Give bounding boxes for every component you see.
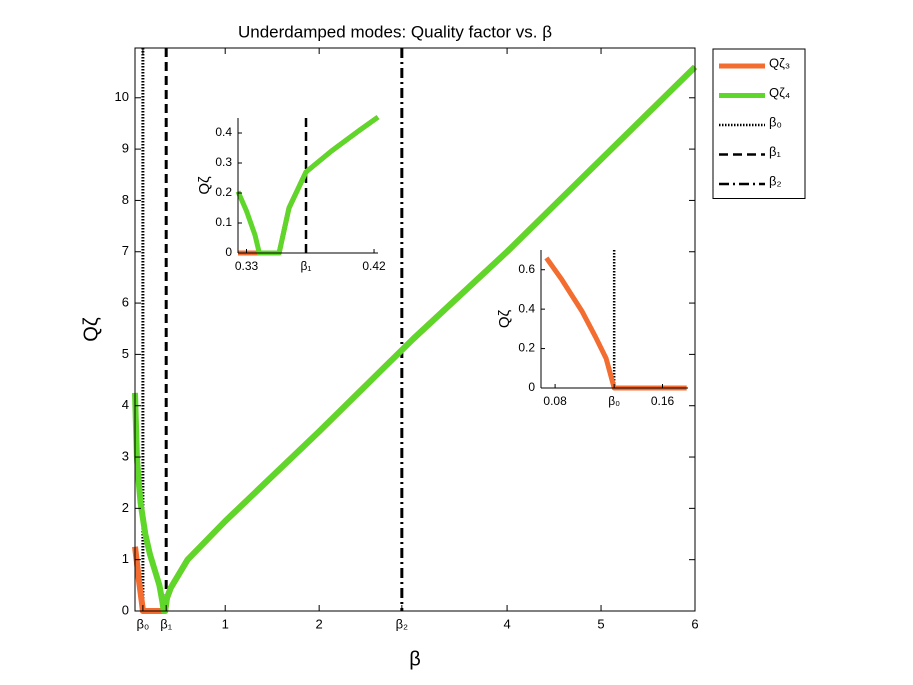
y-tick-label: 4 (122, 397, 129, 412)
y-tick-label: 0 (528, 380, 535, 394)
y-axis-label: Qζ (80, 317, 102, 342)
x-tick-label: 0.42 (362, 259, 386, 273)
x-tick-label: 0.08 (543, 394, 567, 408)
y-tick-label: 9 (122, 141, 129, 156)
y-tick-label: 0 (225, 245, 232, 259)
x-tick-label: β₀ (136, 616, 149, 631)
data-line (238, 115, 380, 256)
legend-label: Qζ₃ (769, 55, 790, 70)
legend-label: β₂ (769, 173, 782, 188)
y-tick-label: 0.3 (215, 155, 232, 169)
data-line (544, 256, 687, 391)
legend-label: β₀ (769, 114, 782, 129)
y-tick-label: 5 (122, 346, 129, 361)
x-tick-label: 0.33 (235, 259, 259, 273)
x-tick-label: 2 (316, 616, 323, 631)
data-line (235, 115, 380, 256)
y-tick-label: 0.4 (215, 125, 232, 139)
y-axis-label: Qζ (496, 309, 513, 328)
y-tick-label: 7 (122, 243, 129, 258)
y-tick-label: 0.2 (215, 185, 232, 199)
x-tick-label: 1 (222, 616, 229, 631)
x-tick-label: 5 (597, 616, 604, 631)
y-tick-label: 0.1 (215, 215, 232, 229)
x-axis-label: β (409, 648, 421, 670)
y-tick-label: 2 (122, 500, 129, 515)
axes-frame (134, 47, 696, 612)
y-tick-label: 8 (122, 192, 129, 207)
y-tick-label: 0.6 (518, 262, 535, 276)
y-axis-label: Qζ (196, 176, 213, 195)
y-tick-label: 1 (122, 551, 129, 566)
y-tick-label: 3 (122, 448, 129, 463)
x-tick-label: 4 (503, 616, 510, 631)
y-tick-label: 6 (122, 295, 129, 310)
legend-label: Qζ₄ (769, 85, 790, 100)
x-tick-label: 6 (691, 616, 698, 631)
y-tick-label: 0.4 (518, 301, 535, 315)
x-tick-label: β₁ (301, 259, 312, 273)
y-tick-label: 10 (115, 89, 129, 104)
x-tick-label: 0.16 (651, 394, 675, 408)
y-tick-label: 0 (122, 602, 129, 617)
x-tick-label: β₀ (608, 394, 620, 408)
chart-title: Underdamped modes: Quality factor vs. β (238, 22, 552, 41)
x-tick-label: β₁ (160, 616, 172, 631)
data-line (132, 64, 698, 614)
legend-label: β₁ (769, 144, 781, 159)
x-tick-label: β₂ (396, 616, 409, 631)
y-tick-label: 0.2 (518, 341, 535, 355)
